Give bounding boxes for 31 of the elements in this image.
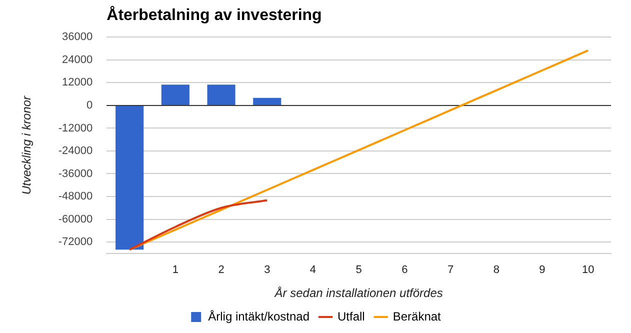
x-tick-label: 10 — [582, 264, 594, 276]
x-tick-label: 3 — [264, 264, 270, 276]
y-tick-label: 36000 — [62, 31, 93, 44]
bar — [207, 84, 236, 105]
y-tick-label: -60000 — [58, 213, 93, 226]
x-tick-label: 6 — [402, 264, 408, 276]
legend-label: Årlig intäkt/kostnad — [208, 309, 310, 324]
x-tick-label: 2 — [218, 264, 224, 276]
y-tick-label: -72000 — [58, 236, 93, 248]
x-tick-label: 1 — [172, 264, 178, 276]
y-tick-label: 12000 — [62, 76, 93, 89]
legend-label: Utfall — [338, 309, 365, 324]
y-axis-title: Utveckling i kronor — [20, 94, 34, 195]
y-tick-label: 24000 — [62, 54, 93, 66]
x-tick-label: 8 — [493, 264, 500, 276]
y-tick-label: -36000 — [58, 168, 93, 180]
x-tick-label: 4 — [310, 264, 316, 276]
x-tick-label: 7 — [447, 264, 454, 276]
x-tick-label: 5 — [356, 264, 362, 276]
x-axis-title: År sedan installationen utfördes — [274, 286, 443, 300]
y-tick-label: -48000 — [58, 190, 93, 203]
bar — [116, 106, 144, 250]
y-tick-label: -12000 — [58, 122, 93, 134]
bar — [253, 98, 282, 105]
x-tick-label: 9 — [539, 264, 546, 276]
chart-title: Återbetalning av investering — [106, 5, 322, 24]
line-series — [128, 199, 268, 251]
bar — [161, 84, 190, 105]
y-tick-label: -24000 — [58, 145, 93, 158]
legend-label: Beräknat — [392, 309, 442, 324]
y-tick-label: 0 — [86, 100, 93, 112]
